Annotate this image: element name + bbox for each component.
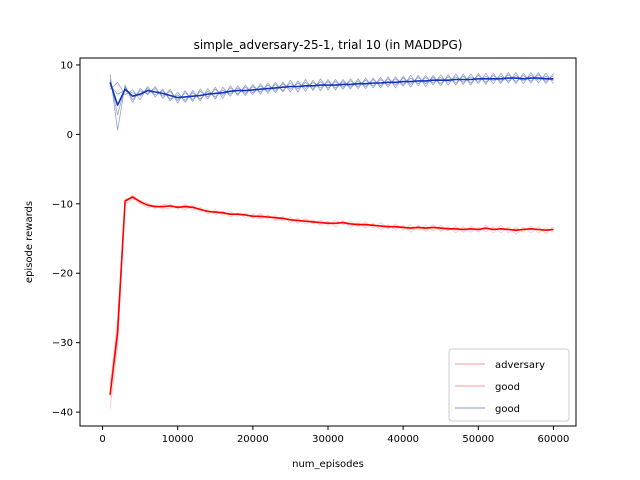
y-axis-label: episode rewards	[24, 201, 35, 283]
series-layer	[109, 72, 554, 409]
y-tick-label: −20	[52, 269, 73, 280]
x-axis-label: num_episodes	[292, 459, 364, 470]
legend-label: good	[495, 404, 520, 415]
series-adversary-mean-0	[109, 196, 554, 395]
x-tick-label: 20000	[237, 434, 269, 445]
x-tick-label: 50000	[462, 434, 494, 445]
x-tick-label: 30000	[312, 434, 344, 445]
legend: adversary good good	[448, 348, 570, 422]
x-tick-label: 60000	[538, 434, 570, 445]
x-tick-label: 10000	[162, 434, 194, 445]
x-tick-label: 0	[99, 434, 105, 445]
legend-box	[448, 348, 570, 422]
y-axis: −40 −30 −20 −10 0 10	[52, 60, 80, 419]
x-axis: 0 10000 20000 30000 40000 50000 60000	[99, 426, 569, 445]
y-tick-label: −10	[52, 199, 73, 210]
legend-label: adversary	[495, 360, 545, 371]
chart-title: simple_adversary-25-1, trial 10 (in MADD…	[194, 38, 463, 52]
legend-label: good	[495, 382, 520, 393]
x-tick-label: 40000	[387, 434, 419, 445]
y-tick-label: −30	[52, 338, 73, 349]
series-good-mean-5	[109, 77, 554, 106]
y-tick-label: 10	[60, 60, 73, 71]
y-tick-label: −40	[52, 408, 73, 419]
y-tick-label: 0	[67, 130, 73, 141]
